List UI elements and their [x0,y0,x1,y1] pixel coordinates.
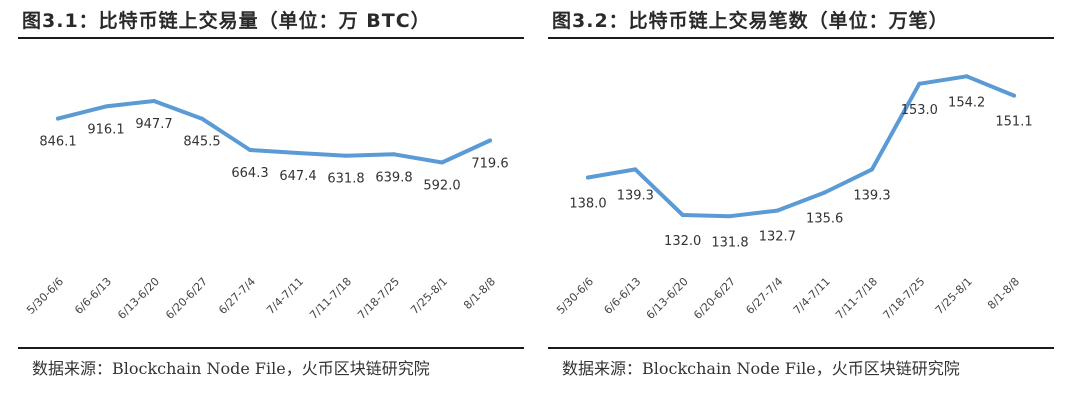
data-point [728,214,732,219]
data-point [296,150,300,155]
data-label: 845.5 [183,135,220,150]
data-point [248,148,252,153]
data-label: 631.8 [327,172,364,187]
series-line [586,74,1016,219]
source-note: 数据来源：Blockchain Node File，火币区块链研究院 [32,359,430,378]
data-label: 139.3 [853,188,890,203]
data-label: 592.0 [423,179,460,194]
data-point [200,116,204,121]
data-point [964,74,969,79]
data-label: 664.3 [231,166,268,181]
data-point [586,175,590,180]
data-point [633,167,638,172]
data-label: 132.0 [664,234,701,249]
bottom-rule [18,347,524,349]
chart-panel-volume: 图3.1：比特币链上交易量（单位：万 BTC） 846.1 916.1 947.7 8… [18,0,538,401]
x-tick-label: 6/27-7/4 [743,275,785,317]
data-point [104,104,108,109]
data-point [392,152,396,157]
x-tick-label: 7/18-7/25 [881,275,928,322]
data-label: 135.6 [806,212,843,227]
data-point [680,213,685,217]
data-label: 138.0 [569,197,606,212]
data-label: 153.0 [901,103,938,118]
x-tick-label: 6/27-7/4 [216,275,258,317]
data-label: 151.1 [995,115,1032,130]
x-tick-label: 6/20-6/27 [691,275,738,322]
data-point [1012,93,1016,98]
x-tick-label: 6/6-6/13 [601,275,643,317]
data-label: 719.6 [471,156,508,171]
x-tick-label: 5/30-6/6 [554,275,596,317]
data-label: 132.7 [759,230,796,245]
data-point [56,116,60,121]
top-rule [18,37,524,39]
x-tick-label: 8/1-8/8 [461,275,498,312]
data-label: 916.1 [87,122,124,137]
data-point [917,81,922,86]
count-line-chart: 138.0 139.3 132.0 131.8 132.7 135.6 139.3 153.0… [554,74,1033,322]
chart-title: 图3.1：比特币链上交易量（单位：万 BTC） [22,10,431,32]
data-label: 139.3 [617,188,654,203]
x-tick-label: 8/1-8/8 [985,275,1022,312]
data-point [440,160,444,165]
x-tick-label: 6/13-6/20 [644,275,691,322]
data-label: 846.1 [39,135,76,150]
bottom-rule [548,347,1054,349]
data-point [488,138,492,143]
volume-line-chart: 846.1 916.1 947.7 845.5 664.3 647.4 631.8 639.8… [24,98,509,322]
x-tick-label: 7/25-8/1 [408,275,450,317]
data-label: 647.4 [279,169,316,184]
x-tick-label: 7/18-7/25 [355,275,402,322]
data-label: 947.7 [135,117,172,132]
x-tick-label: 6/13-6/20 [115,275,162,322]
x-tick-label: 7/4-7/11 [264,275,306,317]
x-tick-label: 7/11-7/18 [307,275,354,322]
x-tick-label: 7/25-8/1 [933,275,975,317]
data-label: 639.8 [375,170,412,185]
data-label: 131.8 [711,235,748,250]
x-tick-label: 5/30-6/6 [24,275,66,317]
data-label: 154.2 [948,95,985,110]
series-line [56,99,492,165]
data-point [822,190,827,195]
x-tick-label: 7/4-7/11 [791,275,833,317]
source-note: 数据来源：Blockchain Node File，火币区块链研究院 [562,359,960,378]
chart-panel-count: 图3.2：比特币链上交易笔数（单位：万笔） 138.0 139.3 132.0 131… [548,0,1068,401]
data-point [870,167,874,172]
top-rule [548,37,1054,39]
data-point [775,208,780,213]
x-tick-label: 7/11-7/18 [833,275,880,322]
chart-title: 图3.2：比特币链上交易笔数（单位：万笔） [552,10,949,32]
data-point [152,98,156,103]
x-tick-label: 6/6-6/13 [72,275,114,317]
x-tick-label: 6/20-6/27 [163,275,210,322]
data-point [344,153,348,158]
